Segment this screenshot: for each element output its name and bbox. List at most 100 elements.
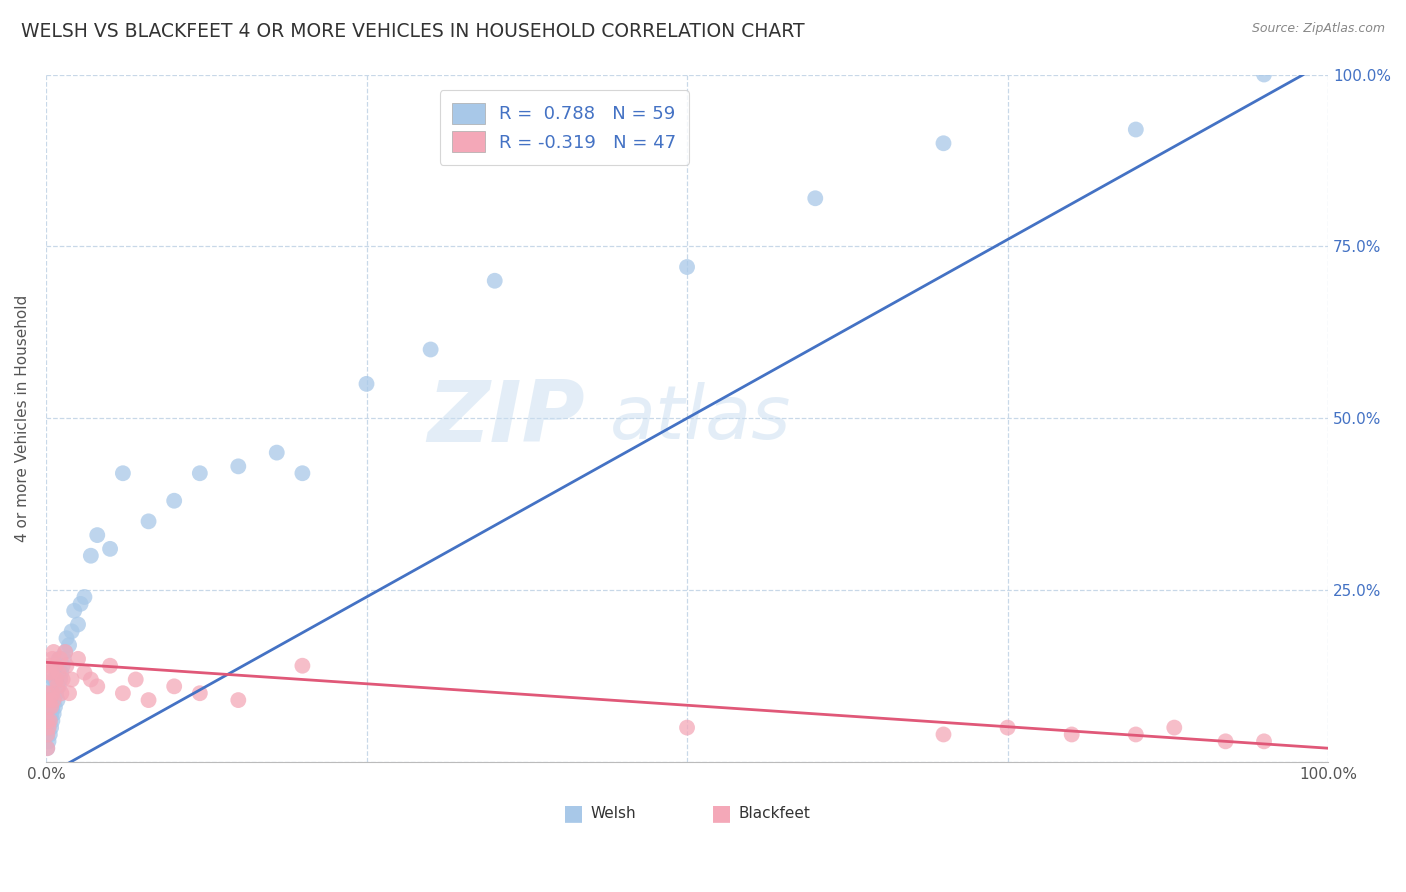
Point: [163, 493, 186, 508]
Point: [48, 652, 70, 666]
Point: [55, 658, 77, 673]
Point: [52, 652, 75, 666]
Point: [41, 714, 63, 728]
Point: [49, 673, 72, 687]
Point: [60, 673, 83, 687]
Point: [932, 727, 955, 741]
Point: [125, 673, 148, 687]
Point: [46, 693, 69, 707]
Point: [37, 741, 59, 756]
Point: [42, 693, 65, 707]
Point: [188, 686, 211, 700]
Point: [188, 467, 211, 481]
Point: [44, 673, 66, 687]
Point: [73, 590, 96, 604]
Point: [1215, 734, 1237, 748]
Point: [42, 706, 65, 721]
Point: [38, 693, 60, 707]
Point: [52, 658, 75, 673]
Point: [51, 665, 73, 680]
Point: [80, 673, 103, 687]
Point: [39, 700, 62, 714]
Point: [53, 645, 76, 659]
Legend: R =  0.788   N = 59, R = -0.319   N = 47: R = 0.788 N = 59, R = -0.319 N = 47: [440, 90, 689, 165]
Point: [38, 665, 60, 680]
Point: [226, 693, 249, 707]
Point: [86, 679, 108, 693]
Point: [291, 658, 314, 673]
Point: [38, 706, 60, 721]
Point: [98, 541, 121, 556]
Point: [46, 679, 69, 693]
Point: [1125, 727, 1147, 741]
Point: [51, 686, 73, 700]
Point: [138, 693, 160, 707]
Point: [38, 693, 60, 707]
Point: [37, 741, 59, 756]
Point: [138, 514, 160, 528]
Point: [266, 445, 288, 459]
Point: [676, 721, 699, 735]
Point: [39, 665, 62, 680]
Point: [1060, 727, 1083, 741]
Point: [37, 700, 59, 714]
Point: [44, 700, 66, 714]
Point: [38, 714, 60, 728]
Point: [37, 714, 59, 728]
Point: [484, 274, 506, 288]
Point: [38, 658, 60, 673]
Point: [48, 665, 70, 680]
Y-axis label: 4 or more Vehicles in Household: 4 or more Vehicles in Household: [15, 294, 30, 541]
Point: [66, 617, 89, 632]
Point: [1163, 721, 1185, 735]
Text: atlas: atlas: [610, 383, 792, 454]
Point: [49, 652, 72, 666]
Point: [42, 645, 65, 659]
Point: [676, 260, 699, 274]
Point: [37, 714, 59, 728]
Point: [63, 604, 86, 618]
Point: [39, 706, 62, 721]
Point: [163, 679, 186, 693]
Point: [38, 700, 60, 714]
Point: [45, 686, 67, 700]
Point: [39, 721, 62, 735]
Point: [42, 693, 65, 707]
Point: [41, 700, 63, 714]
Point: [356, 376, 378, 391]
Text: Blackfeet: Blackfeet: [738, 806, 810, 821]
Point: [42, 673, 65, 687]
Point: [111, 686, 134, 700]
Point: [44, 658, 66, 673]
Point: [58, 638, 80, 652]
Point: [291, 467, 314, 481]
Point: [66, 652, 89, 666]
Point: [38, 721, 60, 735]
Point: [38, 686, 60, 700]
Point: [38, 727, 60, 741]
Text: ■: ■: [564, 804, 585, 823]
Point: [48, 679, 70, 693]
Point: [111, 467, 134, 481]
Point: [37, 686, 59, 700]
Point: [1125, 122, 1147, 136]
Point: [58, 686, 80, 700]
Point: [55, 632, 77, 646]
Text: ZIP: ZIP: [427, 376, 585, 459]
Text: Welsh: Welsh: [591, 806, 637, 821]
Point: [419, 343, 441, 357]
Point: [45, 658, 67, 673]
Point: [38, 700, 60, 714]
Point: [804, 191, 827, 205]
Text: ■: ■: [711, 804, 733, 823]
Point: [37, 727, 59, 741]
Point: [997, 721, 1019, 735]
Point: [41, 652, 63, 666]
Point: [38, 734, 60, 748]
Point: [1253, 68, 1275, 82]
Point: [80, 549, 103, 563]
Point: [86, 528, 108, 542]
Text: WELSH VS BLACKFEET 4 OR MORE VEHICLES IN HOUSEHOLD CORRELATION CHART: WELSH VS BLACKFEET 4 OR MORE VEHICLES IN…: [21, 22, 804, 41]
Point: [38, 721, 60, 735]
Point: [932, 136, 955, 151]
